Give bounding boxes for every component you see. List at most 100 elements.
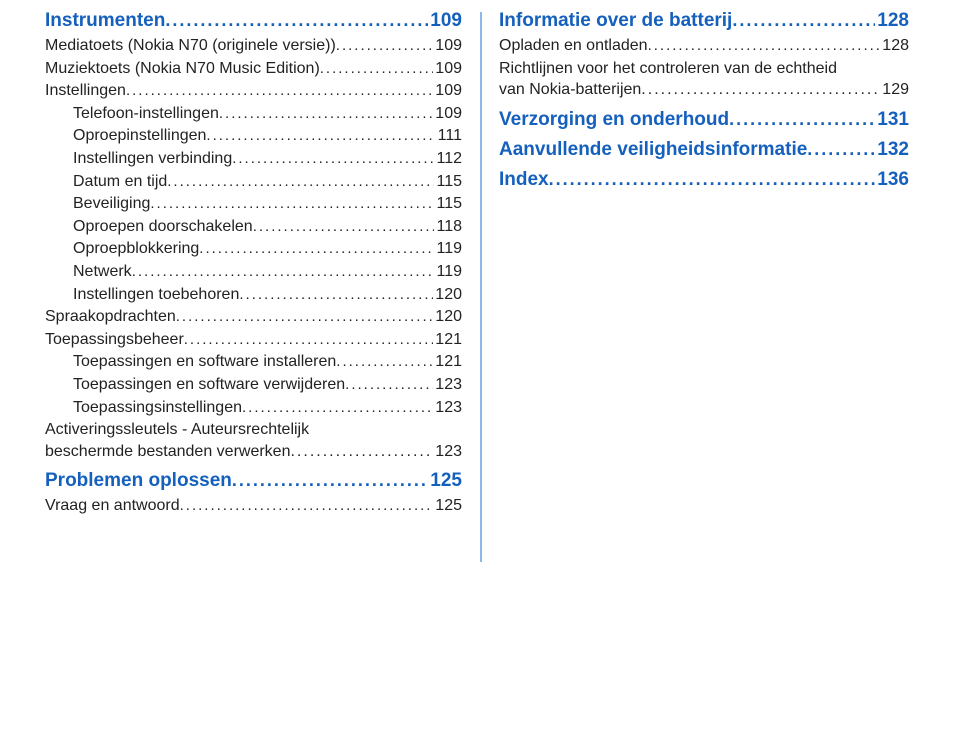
toc-entry: Vraag en antwoord.......................… [45, 495, 462, 517]
toc-entry-title: Instellingen verbinding [73, 148, 232, 170]
toc-entry-page: 119 [434, 261, 462, 283]
toc-leader-dots: ........................................… [807, 139, 875, 160]
toc-entry: Oproepen doorschakelen..................… [45, 216, 462, 238]
toc-leader-dots: ........................................… [648, 36, 881, 56]
toc-entry-page: 131 [875, 109, 909, 131]
toc-page: Instrumenten............................… [0, 0, 960, 538]
toc-entry: Mediatoets (Nokia N70 (originele versie)… [45, 35, 462, 57]
toc-leader-dots: ........................................… [180, 496, 434, 516]
toc-entry-title: beschermde bestanden verwerken [45, 441, 290, 463]
toc-entry: Toepassingsbeheer.......................… [45, 329, 462, 351]
toc-entry-page: 125 [433, 495, 462, 517]
toc-entry: Toepassingen en software verwijderen....… [45, 374, 462, 396]
toc-entry-page: 112 [434, 148, 462, 170]
toc-section-heading: Index...................................… [499, 169, 909, 191]
toc-leader-dots: ........................................… [732, 10, 875, 31]
toc-entry-title: Verzorging en onderhoud [499, 109, 729, 131]
toc-entry: Richtlijnen voor het controleren van de … [499, 58, 909, 101]
toc-entry-title: Oproepblokkering [73, 238, 199, 260]
toc-leader-dots: ........................................… [320, 59, 434, 79]
toc-leader-dots: ........................................… [239, 285, 433, 305]
toc-entry-title: Oproepinstellingen [73, 125, 206, 147]
toc-leader-dots: ........................................… [336, 352, 433, 372]
toc-entry-page: 120 [433, 306, 462, 328]
toc-entry: Toepassingen en software installeren....… [45, 351, 462, 373]
toc-leader-dots: ........................................… [150, 194, 434, 214]
toc-section-heading: Aanvullende veiligheidsinformatie.......… [499, 139, 909, 161]
column-divider [480, 12, 482, 562]
toc-entry: Instellingen............................… [45, 80, 462, 102]
toc-leader-dots: ........................................… [132, 262, 435, 282]
toc-right-column: Informatie over de batterij.............… [477, 10, 909, 518]
toc-entry: Datum en tijd...........................… [45, 171, 462, 193]
toc-entry-title: Aanvullende veiligheidsinformatie [499, 139, 807, 161]
toc-entry-title-line1: Activeringssleutels - Auteursrechtelijk [45, 419, 462, 441]
toc-section-heading: Instrumenten............................… [45, 10, 462, 32]
toc-entry-page: 132 [875, 139, 909, 161]
toc-entry-title: van Nokia-batterijen [499, 79, 641, 101]
toc-entry-page: 109 [433, 35, 462, 57]
toc-left-column: Instrumenten............................… [45, 10, 477, 518]
toc-entry: Spraakopdrachten........................… [45, 306, 462, 328]
toc-entry-title: Telefoon-instellingen [73, 103, 219, 125]
toc-leader-dots: ........................................… [729, 109, 875, 130]
toc-leader-dots: ........................................… [232, 149, 434, 169]
toc-entry-page: 129 [880, 79, 909, 101]
toc-entry-page: 119 [434, 238, 462, 260]
toc-section-heading: Verzorging en onderhoud.................… [499, 109, 909, 131]
toc-entry-page: 109 [428, 10, 462, 32]
toc-leader-dots: ........................................… [184, 330, 434, 350]
toc-entry-title: Problemen oplossen [45, 470, 232, 492]
toc-leader-dots: ........................................… [219, 104, 433, 124]
toc-entry-title: Datum en tijd [73, 171, 167, 193]
toc-entry-page: 111 [436, 125, 462, 147]
toc-entry-title: Beveiliging [73, 193, 150, 215]
toc-entry-page: 120 [433, 284, 462, 306]
toc-entry-title: Toepassingsbeheer [45, 329, 184, 351]
toc-leader-dots: ........................................… [167, 172, 434, 192]
toc-leader-dots: ........................................… [165, 10, 428, 31]
toc-leader-dots: ........................................… [345, 375, 433, 395]
toc-leader-dots: ........................................… [242, 398, 433, 418]
toc-entry-title: Instellingen toebehoren [73, 284, 239, 306]
toc-entry-page: 121 [433, 351, 462, 373]
toc-entry-page: 125 [428, 470, 462, 492]
toc-entry-title: Muziektoets (Nokia N70 Music Edition) [45, 58, 320, 80]
toc-entry-title: Oproepen doorschakelen [73, 216, 253, 238]
toc-entry-title: Instrumenten [45, 10, 165, 32]
toc-entry-line2: van Nokia-batterijen....................… [499, 79, 909, 101]
toc-entry-title: Toepassingen en software verwijderen [73, 374, 345, 396]
toc-entry-title: Informatie over de batterij [499, 10, 732, 32]
toc-entry-page: 128 [880, 35, 909, 57]
toc-entry: Muziektoets (Nokia N70 Music Edition)...… [45, 58, 462, 80]
toc-entry-title: Mediatoets (Nokia N70 (originele versie)… [45, 35, 336, 57]
toc-leader-dots: ........................................… [641, 79, 880, 101]
toc-entry-title: Vraag en antwoord [45, 495, 180, 517]
toc-entry-line2: beschermde bestanden verwerken..........… [45, 441, 462, 463]
toc-entry-page: 118 [434, 216, 462, 238]
toc-entry-page: 109 [433, 80, 462, 102]
toc-entry: Netwerk.................................… [45, 261, 462, 283]
toc-entry: Instellingen verbinding.................… [45, 148, 462, 170]
toc-leader-dots: ........................................… [336, 36, 434, 56]
toc-leader-dots: ........................................… [176, 307, 434, 327]
toc-leader-dots: ........................................… [549, 169, 876, 190]
toc-entry-title: Instellingen [45, 80, 126, 102]
toc-leader-dots: ........................................… [290, 441, 433, 463]
toc-leader-dots: ........................................… [253, 217, 435, 237]
toc-entry: Beveiliging.............................… [45, 193, 462, 215]
toc-leader-dots: ........................................… [199, 239, 434, 259]
toc-section-heading: Informatie over de batterij.............… [499, 10, 909, 32]
toc-entry-page: 115 [434, 171, 462, 193]
toc-entry-page: 109 [433, 58, 462, 80]
toc-entry-page: 115 [434, 193, 462, 215]
toc-entry-page: 123 [433, 374, 462, 396]
toc-entry: Opladen en ontladen.....................… [499, 35, 909, 57]
toc-entry-page: 123 [433, 441, 462, 463]
toc-entry-title-line1: Richtlijnen voor het controleren van de … [499, 58, 909, 80]
toc-entry-title: Index [499, 169, 549, 191]
toc-entry: Instellingen toebehoren.................… [45, 284, 462, 306]
toc-entry: Oproepinstellingen......................… [45, 125, 462, 147]
toc-entry-page: 109 [433, 103, 462, 125]
toc-entry: Activeringssleutels - Auteursrechtelijkb… [45, 419, 462, 462]
